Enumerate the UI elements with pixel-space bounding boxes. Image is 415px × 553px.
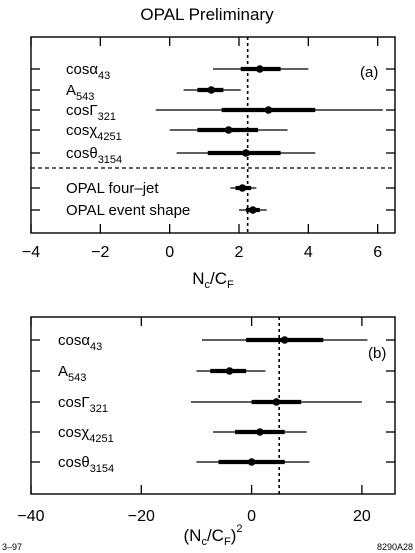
x-tick-label: −4: [22, 244, 40, 261]
panel-a-x-axis-label: Nc/CF: [192, 269, 234, 291]
row-label: A543: [58, 363, 86, 384]
panel-b-tick-labels: −40 −20 0 20: [17, 508, 370, 525]
row-label: A543: [66, 82, 94, 103]
footer-left: 3–97: [2, 542, 22, 552]
panel-b-label: (b): [368, 345, 386, 362]
row-label: cosα43: [58, 332, 102, 353]
data-point: [225, 367, 234, 375]
row-label: cosθ3154: [58, 454, 114, 475]
row-label: OPAL event shape: [66, 202, 190, 219]
panel-a-ticks: [30, 37, 379, 233]
chart-title: OPAL Preliminary: [140, 5, 274, 24]
panel-a-marks: [31, 65, 395, 214]
footer-right: 8290A28: [377, 542, 413, 552]
x-tick-label: 0: [247, 508, 256, 525]
x-tick-label: 20: [353, 508, 371, 525]
panel-a-frame: [30, 36, 396, 234]
panel-b-marks: [31, 336, 395, 466]
panel-b-row-labels: cosα43 A543 cosΓ321 cosχ4251 cosθ3154: [58, 332, 114, 475]
row-label: cosΓ321: [66, 102, 116, 123]
panel-a-label: (a): [360, 64, 378, 81]
row-label: cosχ4251: [58, 424, 114, 445]
data-point: [242, 149, 250, 157]
data-point: [280, 336, 289, 344]
row-label: cosΓ321: [58, 394, 108, 415]
panel-b-x-axis-label: (Nc/CF)2: [184, 523, 243, 548]
panel-a-tick-labels: −4 −2 0 2 4 6: [22, 244, 382, 261]
row-label: cosα43: [66, 61, 110, 82]
x-tick-label: 2: [235, 244, 244, 261]
row-label: cosθ3154: [66, 145, 122, 166]
data-point: [207, 86, 216, 94]
row-label: cosχ4251: [66, 122, 122, 143]
row-label: OPAL four–jet: [66, 180, 159, 197]
x-tick-label: −40: [17, 508, 44, 525]
data-point: [238, 184, 247, 192]
data-point: [264, 106, 273, 114]
data-point: [255, 65, 264, 73]
x-tick-label: 0: [165, 244, 174, 261]
x-tick-label: −2: [91, 244, 109, 261]
data-point: [249, 206, 257, 214]
data-point: [256, 428, 264, 436]
panel-b-frame: [30, 316, 396, 495]
data-point: [272, 398, 281, 406]
x-tick-label: 6: [373, 244, 382, 261]
x-tick-label: −20: [128, 508, 155, 525]
x-tick-label: 4: [304, 244, 313, 261]
panel-b-ticks: [30, 317, 363, 494]
data-point: [247, 458, 256, 466]
data-point: [224, 126, 233, 134]
panel-b: (b) cosα43 A543 cosΓ321 cosχ4251 cosθ3154 −4…: [17, 316, 396, 548]
